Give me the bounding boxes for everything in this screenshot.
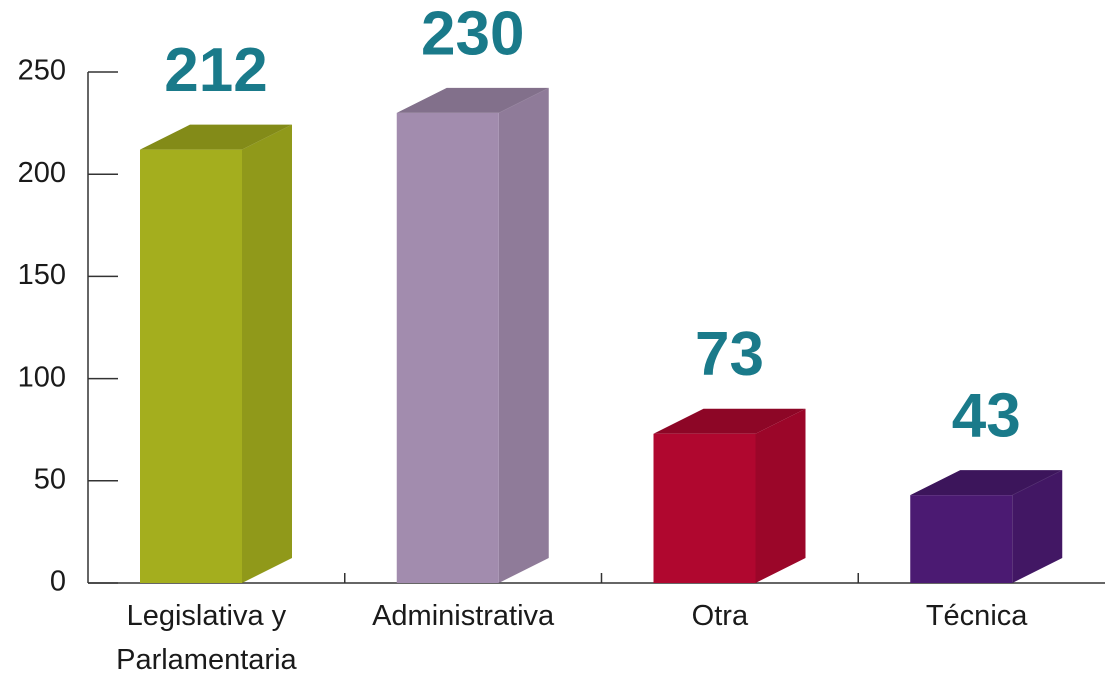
- x-tick-label: Otra: [600, 594, 840, 638]
- x-tick-label: Técnica: [857, 594, 1097, 638]
- bar: [654, 409, 806, 583]
- value-label: 212: [164, 36, 267, 105]
- chart: 0 50 100 150 200 250 212 230 73 43 Legislativa y …: [0, 0, 1105, 673]
- bar-face: [242, 125, 292, 583]
- bar-face: [397, 113, 499, 583]
- y-tick-label: 0: [50, 566, 66, 598]
- bar: [140, 125, 292, 583]
- bar: [910, 470, 1062, 583]
- bar-face: [140, 150, 242, 583]
- chart-svg: 0 50 100 150 200 250 212 230 73 43: [0, 0, 1105, 673]
- y-tick-label: 150: [18, 259, 66, 291]
- bar-face: [756, 409, 806, 583]
- value-label: 43: [952, 381, 1021, 450]
- value-label: 230: [421, 0, 524, 68]
- y-tick-label: 250: [18, 55, 66, 87]
- bar-face: [499, 88, 549, 583]
- y-tick-label: 50: [34, 463, 66, 495]
- bar: [397, 88, 549, 583]
- x-tick-label: Legislativa y Parlamentaria: [106, 594, 306, 673]
- x-tick-label: Administrativa: [343, 594, 583, 638]
- y-tick-label: 200: [18, 157, 66, 189]
- y-tick-label: 100: [18, 361, 66, 393]
- bar-face: [910, 495, 1012, 583]
- value-label: 73: [695, 320, 764, 389]
- bar-face: [654, 434, 756, 583]
